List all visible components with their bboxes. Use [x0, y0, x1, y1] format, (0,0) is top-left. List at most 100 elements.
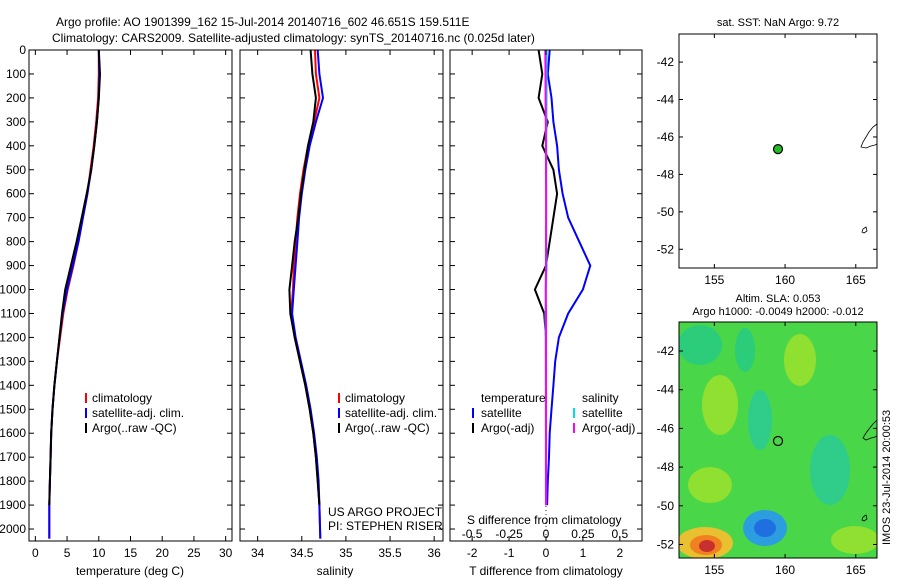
depth-tick-label-15: 1500: [0, 402, 26, 416]
temperature-xtick-label-3: 15: [124, 546, 138, 560]
sla-map-xtick-label-1: 160: [775, 563, 795, 577]
temperature-series-line-0: [48, 50, 100, 539]
salinity-diff-tick-label-0: -0.5: [462, 527, 483, 541]
project-annotation-line2: PI: STEPHEN RISER: [328, 519, 443, 533]
difference-panel: -2 -1 0 1 2 -0.5 -0.25 0 0.25 0.5 S difference f…: [449, 49, 643, 578]
difference-legend-header-temperature: temperature: [481, 391, 546, 405]
difference-legend-entry-3: Argo(-adj): [582, 421, 635, 435]
sla-map-x-ticks: 155 160 165: [704, 322, 866, 577]
difference-xtick-label-1: -1: [504, 546, 515, 560]
figure-title-line2: Climatology: CARS2009. Satellite-adjuste…: [52, 31, 535, 45]
difference-legend-header-salinity: salinity: [582, 391, 619, 405]
depth-tick-label-10: 1000: [0, 283, 26, 297]
sla-map-frame: [678, 321, 878, 559]
depth-tick-label-0: 0: [19, 43, 26, 57]
figure-title-line1: Argo profile: AO 1901399_162 15-Jul-2014…: [56, 15, 469, 29]
sst-map-float-marker-0: [772, 144, 784, 155]
salinity-series: [288, 50, 325, 539]
depth-tick-label-5: 500: [6, 163, 26, 177]
difference-xtick-label-0: -2: [467, 546, 478, 560]
sla-map-ytick-label-3: -48: [657, 460, 675, 474]
temperature-xtick-label-6: 30: [219, 546, 233, 560]
sst-map-ytick-label-1: -44: [657, 93, 675, 107]
temperature-xtick-label-0: 0: [32, 546, 39, 560]
sst-map-x-ticks: 155 160 165: [704, 34, 866, 287]
sla-map-xtick-label-2: 165: [846, 563, 866, 577]
depth-tick-label-3: 300: [6, 115, 26, 129]
sst-map-points: [772, 144, 784, 155]
depth-tick-label-18: 1800: [0, 474, 26, 488]
sst-map-coastline: [860, 123, 878, 234]
depth-tick-label-13: 1300: [0, 354, 26, 368]
temperature-difference-label: T difference from climatology: [469, 564, 623, 578]
difference-legend-entry-0: satellite: [481, 406, 522, 420]
sla-map-ytick-label-4: -50: [657, 499, 675, 513]
project-annotation-line1: US ARGO PROJECT: [328, 505, 443, 519]
depth-tick-label-9: 900: [6, 259, 26, 273]
depth-tick-label-12: 1200: [0, 330, 26, 344]
salinity-diff-tick-label-3: 0.25: [571, 527, 595, 541]
depth-tick-label-2: 200: [6, 91, 26, 105]
salinity-x-ticks: 34 34.5 35 35.5 36: [251, 50, 441, 560]
salinity-series-line-1: [291, 50, 325, 539]
depth-tick-label-14: 1400: [0, 378, 26, 392]
temperature-legend-entry-1: satellite-adj. clim.: [92, 406, 184, 420]
sst-map-ytick-label-4: -50: [657, 205, 675, 219]
sla-map-ytick-label-2: -46: [657, 421, 675, 435]
salinity-xtick-label-4: 36: [427, 546, 441, 560]
salinity-legend-entry-2: Argo(..raw -QC): [345, 421, 430, 435]
imos-watermark: IMOS 23-Jul-2014 20:00:53: [881, 410, 893, 545]
temperature-xtick-label-1: 5: [64, 546, 71, 560]
sst-map-xtick-label-0: 155: [704, 273, 724, 287]
sst-map-ytick-label-0: -42: [657, 55, 675, 69]
difference-x-ticks: -2 -1 0 1 2: [467, 50, 624, 560]
sla-map-points: [772, 435, 784, 447]
salinity-legend-entry-0: climatology: [345, 391, 405, 405]
sla-map-panel: Altim. SLA: 0.053 Argo h1000: -0.0049 h2…: [657, 293, 893, 577]
salinity-panel: 34 34.5 35 35.5 36 salinity climatologysatel…: [239, 49, 444, 578]
sst-map-ytick-label-2: -46: [657, 130, 675, 144]
difference-xtick-label-4: 2: [617, 546, 624, 560]
sst-map-xtick-label-2: 165: [846, 273, 866, 287]
temperature-x-label: temperature (deg C): [76, 564, 184, 578]
sla-map-y-ticks: -42 -44 -46 -48 -50 -52: [657, 344, 877, 551]
temperature-panel: 0100200300400500600700800900100011001200…: [0, 43, 233, 578]
sla-heatmap: [679, 322, 877, 558]
sst-map-y-ticks: -42 -44 -46 -48 -50 -52: [657, 55, 877, 256]
sla-map-float-marker-0: [772, 435, 784, 447]
sla-map-ytick-label-5: -52: [657, 537, 675, 551]
depth-tick-label-16: 1600: [0, 426, 26, 440]
depth-tick-label-1: 100: [6, 67, 26, 81]
sst-map-xtick-label-1: 160: [775, 273, 795, 287]
depth-tick-label-6: 600: [6, 187, 26, 201]
difference-legend-entry-1: Argo(-adj): [481, 421, 534, 435]
sst-map-title: sat. SST: NaN Argo: 9.72: [717, 17, 839, 29]
sla-map-ytick-label-1: -44: [657, 383, 675, 397]
temperature-xtick-label-5: 25: [187, 546, 201, 560]
difference-series-line-3: [544, 50, 548, 506]
sla-map-subtitle: Argo h1000: -0.0049 h2000: -0.012: [692, 306, 863, 318]
temperature-series-line-1: [48, 50, 101, 539]
temperature-x-ticks: 0 5 10 15 20 25 30: [32, 50, 233, 560]
sla-map-xtick-label-0: 155: [704, 563, 724, 577]
salinity-diff-tick-label-2: 0: [543, 527, 550, 541]
temperature-legend-entry-0: climatology: [92, 391, 152, 405]
salinity-x-label: salinity: [317, 564, 354, 578]
salinity-series-line-2: [288, 50, 321, 506]
difference-top-ticks: -0.5 -0.25 0 0.25 0.5: [462, 527, 629, 541]
sst-map-panel: sat. SST: NaN Argo: 9.72 -42 -44 -46 -48 -50…: [657, 17, 878, 287]
salinity-plot-frame: [239, 49, 444, 542]
difference-legend-entry-2: satellite: [582, 406, 623, 420]
depth-tick-label-19: 1900: [0, 498, 26, 512]
difference-series: [533, 50, 592, 506]
difference-y-ticks: [450, 49, 642, 530]
temperature-xtick-label-2: 10: [92, 546, 106, 560]
difference-series-line-0: [546, 50, 592, 506]
salinity-xtick-label-2: 35: [339, 546, 353, 560]
salinity-difference-label: S difference from climatology: [467, 513, 622, 527]
temperature-series: [48, 50, 102, 539]
difference-xtick-label-2: 0: [543, 546, 550, 560]
depth-tick-label-20: 2000: [0, 522, 26, 536]
